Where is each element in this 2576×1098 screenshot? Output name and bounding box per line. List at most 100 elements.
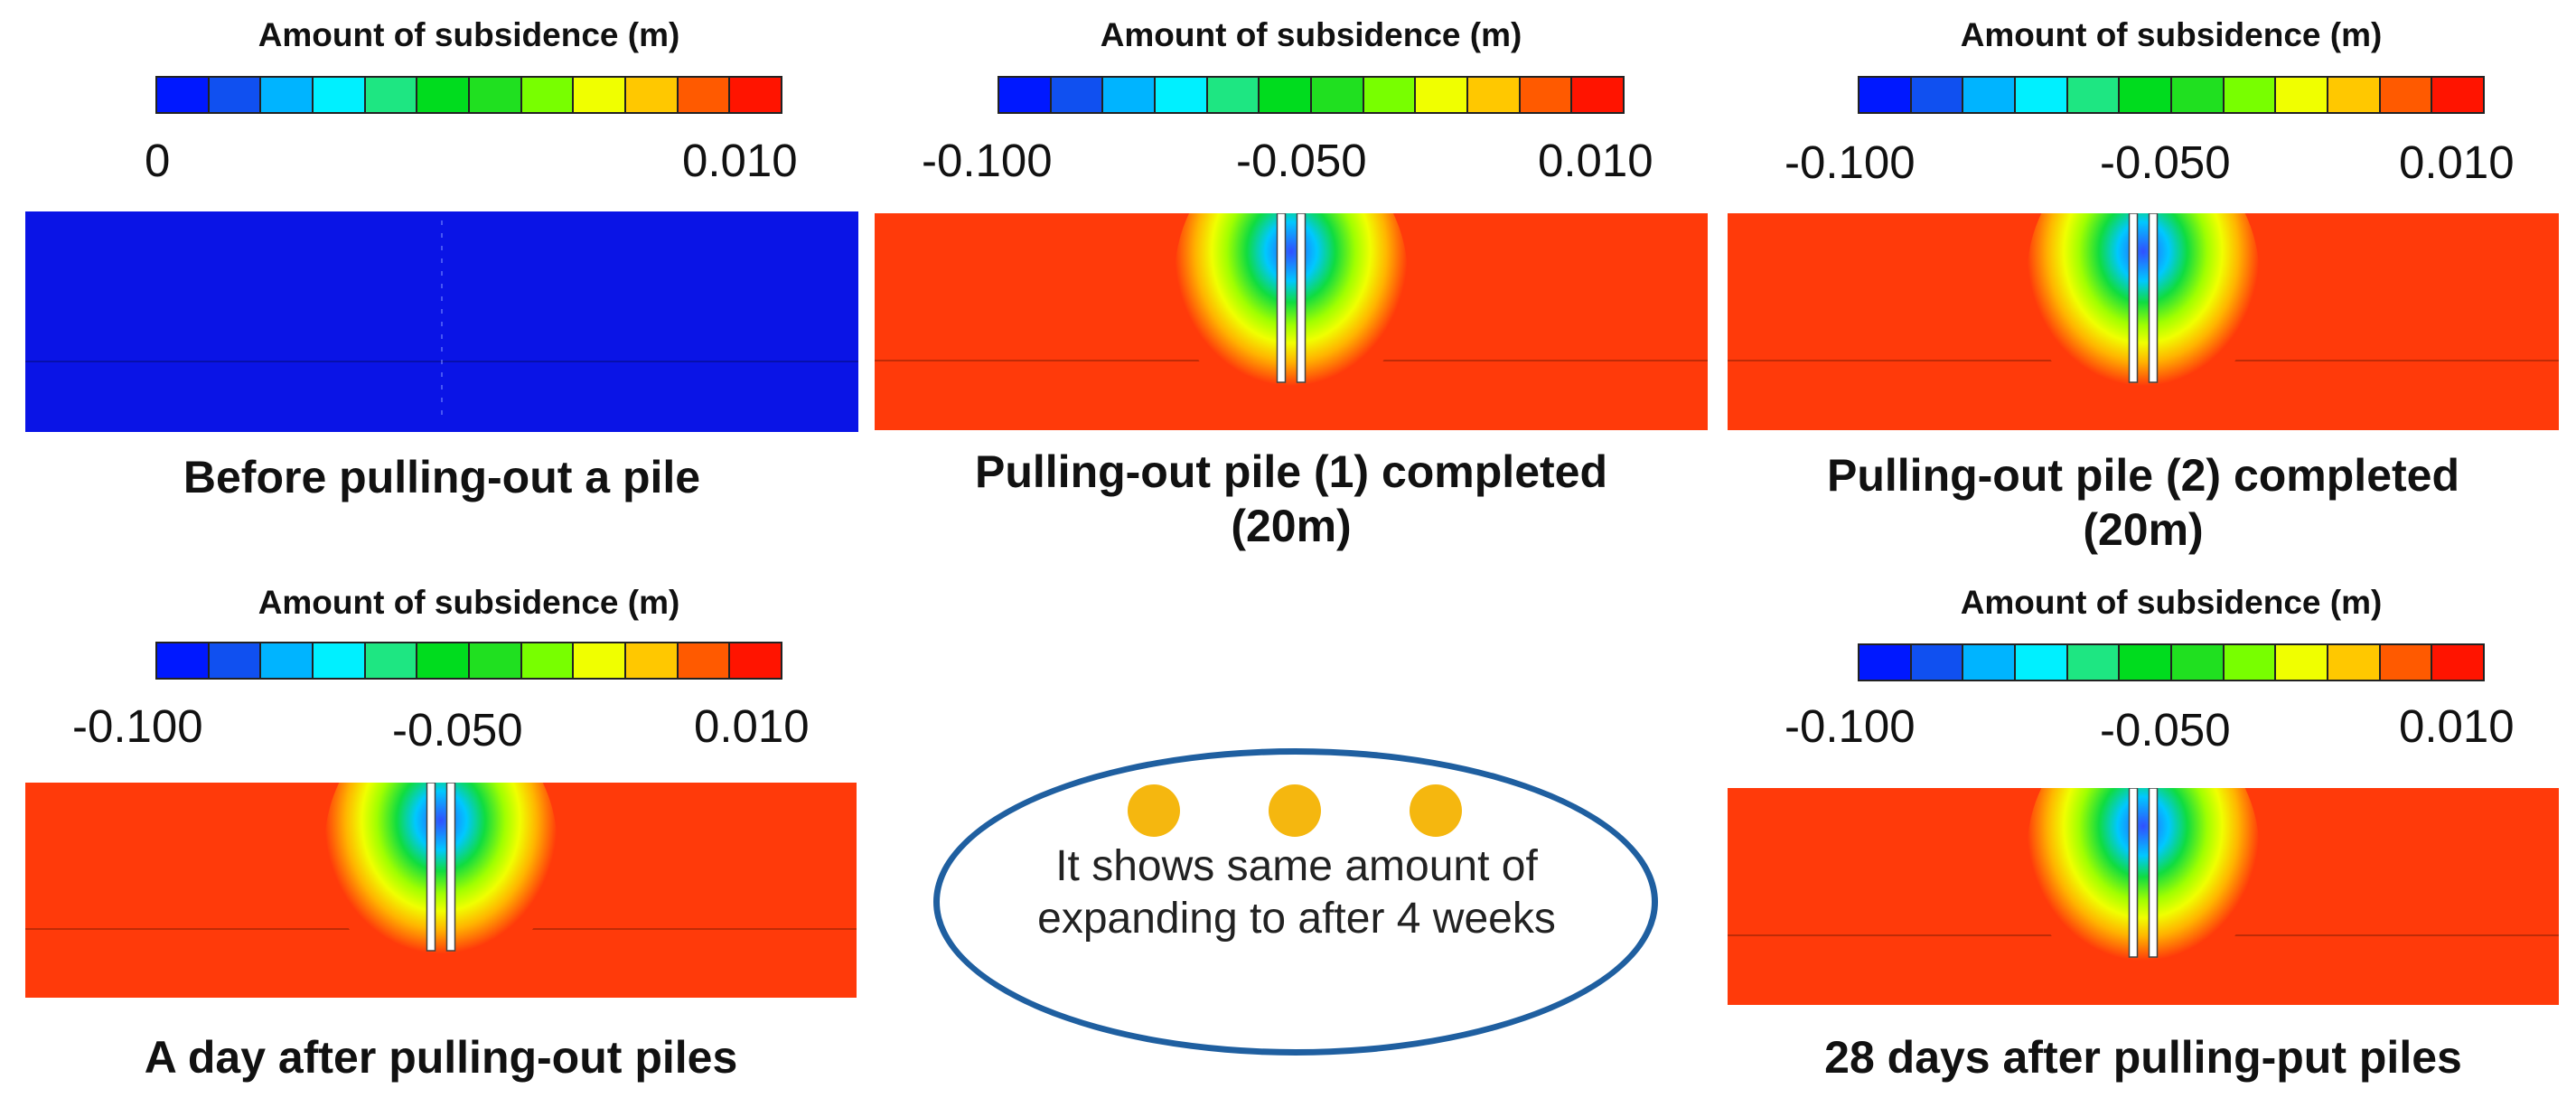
colorbar-cell — [261, 78, 314, 112]
caption-line-1: 28 days after pulling-put piles — [1824, 1032, 2462, 1083]
colorbar-cell — [2172, 645, 2225, 680]
colorbar — [1858, 643, 2485, 681]
colorbar-cell — [417, 78, 471, 112]
colorbar-cell — [1416, 78, 1469, 112]
caption-line-2: (20m) — [1231, 501, 1352, 551]
colorbar-cell — [521, 78, 575, 112]
caption-line-2: (20m) — [2083, 504, 2204, 555]
colorbar-cell — [1207, 78, 1260, 112]
pile-shaft — [2148, 788, 2159, 958]
colorbar-cell — [2016, 645, 2068, 680]
tick-min: -0.100 — [1784, 700, 1916, 752]
colorbar-cell — [1911, 645, 1964, 680]
ellipsis-dot — [1269, 784, 1321, 837]
colorbar-cell — [2380, 78, 2433, 112]
tick-mid: -0.050 — [392, 704, 523, 755]
tick-max: 0.010 — [2399, 700, 2515, 752]
ellipsis-dot — [1410, 784, 1462, 837]
colorbar-cell — [314, 78, 366, 112]
caption: Pulling-out pile (1) completed (20m) — [875, 445, 1708, 553]
colorbar-cell — [1963, 645, 2017, 680]
colorbar — [155, 76, 782, 114]
colorbar-cell — [1363, 78, 1417, 112]
colorbar-cell — [678, 78, 731, 112]
colorbar-cell — [2120, 78, 2173, 112]
colorbar-cell — [678, 643, 731, 678]
subsidence-field — [25, 783, 857, 998]
colorbar-cell — [1859, 645, 1912, 680]
colorbar-cell — [2276, 78, 2329, 112]
tick-max: 0.010 — [2399, 136, 2515, 188]
colorbar-cell — [209, 78, 262, 112]
caption-line-1: Before pulling-out a pile — [183, 452, 701, 502]
caption-line-1: A day after pulling-out piles — [144, 1032, 738, 1083]
colorbar — [155, 642, 782, 680]
colorbar-cell — [2172, 78, 2225, 112]
tick-min: 0 — [145, 135, 171, 186]
pile-shaft — [1276, 213, 1287, 383]
tick-min: -0.100 — [1784, 136, 1916, 188]
pile-shaft — [2148, 213, 2159, 383]
colorbar-cell — [2016, 78, 2068, 112]
colorbar-cell — [2328, 645, 2381, 680]
colorbar-cell — [209, 643, 262, 678]
colorbar-cell — [261, 643, 314, 678]
colorbar-cell — [2120, 645, 2173, 680]
pile-shaft — [1296, 213, 1307, 383]
ellipsis-dot — [1128, 784, 1180, 837]
colorbar-cell — [730, 78, 782, 112]
pile-shaft — [2128, 213, 2139, 383]
colorbar-cell — [365, 78, 418, 112]
caption-line-1: Pulling-out pile (2) completed — [1827, 450, 2459, 501]
caption: Pulling-out pile (2) completed (20m) — [1728, 448, 2559, 557]
colorbar-cell — [574, 643, 627, 678]
colorbar-cell — [1520, 78, 1573, 112]
note-line-1: It shows same amount of — [1055, 842, 1538, 890]
colorbar-cell — [1911, 78, 1964, 112]
colorbar-cell — [470, 78, 522, 112]
field-image — [875, 213, 1708, 430]
tick-mid: -0.050 — [2100, 136, 2231, 188]
tick-max: 0.010 — [1538, 135, 1653, 186]
colorbar-cell — [2380, 645, 2433, 680]
colorbar-cell — [1572, 78, 1624, 112]
colorbar-cell — [626, 643, 679, 678]
tick-min: -0.100 — [72, 700, 203, 752]
caption: A day after pulling-out piles — [25, 1030, 857, 1084]
tick-mid: -0.050 — [2100, 704, 2231, 755]
pile-shaft — [426, 783, 436, 952]
field-image — [25, 783, 857, 998]
subsidence-field — [1728, 213, 2559, 430]
tick-max: 0.010 — [682, 135, 798, 186]
colorbar-cell — [2067, 78, 2121, 112]
tick-max: 0.010 — [694, 700, 810, 752]
caption-line-1: Pulling-out pile (1) completed — [975, 446, 1607, 497]
colorbar-cell — [999, 78, 1052, 112]
field-image — [1728, 213, 2559, 430]
colorbar-cell — [2276, 645, 2329, 680]
subsidence-field — [875, 213, 1708, 430]
colorbar-cell — [1156, 78, 1208, 112]
caption: 28 days after pulling-put piles — [1728, 1030, 2559, 1084]
colorbar-cell — [1103, 78, 1157, 112]
colorbar-cell — [574, 78, 627, 112]
colorbar-cell — [2224, 645, 2277, 680]
colorbar-cell — [417, 643, 471, 678]
colorbar-cell — [626, 78, 679, 112]
field-image — [25, 211, 858, 432]
colorbar-cell — [1051, 78, 1104, 112]
legend-title: Amount of subsidence (m) — [258, 16, 680, 53]
colorbar-cell — [470, 643, 522, 678]
colorbar-cell — [1468, 78, 1521, 112]
field-image — [1728, 788, 2559, 1005]
caption: Before pulling-out a pile — [25, 450, 858, 504]
colorbar-cell — [1312, 78, 1364, 112]
colorbar-cell — [157, 78, 210, 112]
colorbar-cell — [521, 643, 575, 678]
colorbar-cell — [2432, 645, 2484, 680]
colorbar-cell — [314, 643, 366, 678]
colorbar — [1858, 76, 2485, 114]
note-line-2: expanding to after 4 weeks — [1037, 895, 1556, 943]
note-text: It shows same amount of expanding to aft… — [985, 840, 1608, 945]
tick-min: -0.100 — [922, 135, 1053, 186]
